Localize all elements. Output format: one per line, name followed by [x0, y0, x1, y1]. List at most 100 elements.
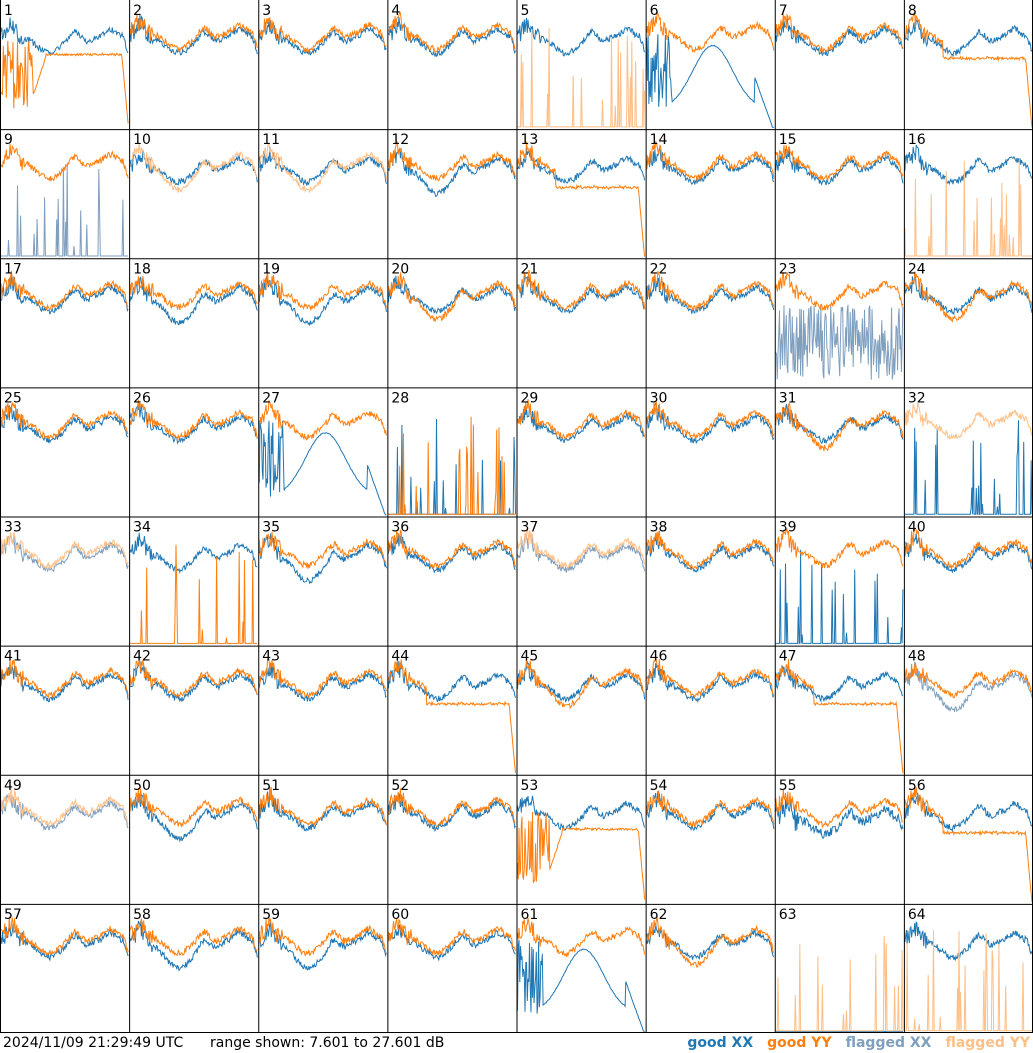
- panel-30-xx-series: [646, 402, 775, 444]
- panel-57-label: 57: [4, 907, 22, 923]
- panel-49-yy-series: [0, 788, 129, 827]
- panel-31-label: 31: [779, 390, 797, 406]
- panel-60-label: 60: [391, 907, 409, 923]
- panel-63: 63: [775, 907, 904, 1032]
- panel-60: 60: [387, 907, 516, 962]
- panel-24-xx-series: [904, 274, 1033, 316]
- panel-40-label: 40: [908, 520, 926, 536]
- panel-62-xx-series: [646, 922, 775, 960]
- panel-27-xx-series: [258, 420, 387, 516]
- panel-4-label: 4: [391, 3, 400, 19]
- panel-52-yy-series: [387, 788, 516, 828]
- panel-49-label: 49: [4, 778, 22, 794]
- panel-59-label: 59: [262, 907, 280, 923]
- panel-11: 11: [258, 132, 387, 194]
- panel-47-xx-series: [775, 665, 904, 703]
- panel-15-label: 15: [779, 132, 797, 148]
- panel-60-xx-series: [387, 923, 516, 962]
- legend-flagged-xx: flagged XX: [845, 1035, 932, 1051]
- legend-good-xx: good XX: [687, 1035, 754, 1051]
- panel-19: 19: [258, 261, 387, 326]
- panel-64-label: 64: [908, 907, 926, 923]
- panel-57-xx-series: [0, 923, 129, 962]
- panel-30: 30: [646, 390, 775, 444]
- footer-bar: 2024/11/09 21:29:49 UTC range shown: 7.6…: [0, 1033, 1033, 1053]
- panel-25-label: 25: [4, 390, 22, 406]
- panel-12-label: 12: [391, 132, 409, 148]
- panel-1-yy-series: [0, 40, 129, 124]
- panel-35-yy-series: [258, 531, 387, 569]
- panel-26-label: 26: [133, 390, 151, 406]
- panel-40-xx-series: [904, 533, 1033, 574]
- panel-54-yy-series: [646, 790, 775, 828]
- panel-28-yy-series: [388, 416, 516, 515]
- panel-33-xx-series: [0, 533, 129, 573]
- panel-59-yy-series: [258, 917, 387, 957]
- panel-53: 53: [517, 778, 646, 900]
- panel-20-yy-series: [387, 272, 516, 322]
- panel-38-yy-series: [646, 530, 774, 570]
- panel-41-yy-series: [0, 659, 129, 699]
- panel-24: 24: [904, 261, 1033, 323]
- panel-22-yy-series: [646, 270, 775, 313]
- panel-10-label: 10: [133, 132, 151, 148]
- panel-7: 7: [775, 3, 904, 57]
- panel-14-label: 14: [650, 132, 668, 148]
- legend: good XX good YY flagged XX flagged YY: [687, 1035, 1030, 1051]
- panel-9-xx-series: [1, 163, 129, 257]
- panel-57: 57: [0, 907, 129, 962]
- panel-3: 3: [258, 3, 387, 56]
- panel-51: 51: [258, 778, 387, 832]
- panel-8: 8: [904, 3, 1033, 128]
- panel-51-xx-series: [258, 790, 387, 832]
- panel-33: 33: [0, 520, 129, 573]
- panel-13-label: 13: [521, 132, 539, 148]
- panel-20-label: 20: [391, 261, 409, 277]
- panel-22: 22: [646, 261, 775, 314]
- panel-29-label: 29: [521, 390, 539, 406]
- panel-30-yy-series: [646, 402, 775, 441]
- panel-15: 15: [775, 132, 904, 186]
- panel-58-xx-series: [129, 920, 258, 972]
- panel-25-yy-series: [0, 401, 129, 440]
- panel-54: 54: [646, 778, 775, 832]
- panel-8-xx-series: [904, 19, 1033, 58]
- panel-59-xx-series: [258, 922, 387, 971]
- panel-56-xx-series: [904, 792, 1033, 833]
- timestamp: 2024/11/09 21:29:49 UTC: [3, 1035, 184, 1051]
- panel-63-yy-series: [775, 935, 904, 1032]
- panel-56-label: 56: [908, 778, 926, 794]
- panel-46: 46: [646, 649, 775, 704]
- panel-46-label: 46: [650, 649, 668, 665]
- panel-51-yy-series: [258, 786, 387, 826]
- panel-36-yy-series: [387, 529, 516, 570]
- panel-11-label: 11: [262, 132, 280, 148]
- panel-34-xx-series: [129, 532, 258, 574]
- panel-39-yy-series: [775, 528, 904, 569]
- panel-10: 10: [129, 132, 258, 193]
- panel-40-yy-series: [904, 527, 1033, 570]
- panel-18-label: 18: [133, 261, 151, 277]
- panel-2-yy-series: [129, 14, 258, 53]
- panel-64-xx-series: [904, 920, 1033, 962]
- panel-35-label: 35: [262, 520, 280, 536]
- panel-58-yy-series: [129, 918, 258, 956]
- panel-56-yy-series: [904, 787, 1033, 903]
- panel-7-yy-series: [775, 13, 903, 55]
- panel-8-label: 8: [908, 3, 917, 19]
- panel-9-yy-series: [0, 143, 129, 182]
- panel-1: 1: [0, 3, 129, 124]
- panel-35: 35: [258, 520, 387, 585]
- panel-14-xx-series: [646, 146, 775, 186]
- panel-15-yy-series: [775, 144, 904, 182]
- panel-43: 43: [258, 649, 387, 702]
- panel-45-label: 45: [521, 649, 539, 665]
- panel-61-xx-series: [517, 939, 645, 1032]
- panel-16-yy-series: [904, 159, 1032, 257]
- panel-37: 37: [517, 520, 646, 573]
- panel-48: 48: [904, 649, 1033, 713]
- panel-58: 58: [129, 907, 258, 972]
- panel-54-label: 54: [650, 778, 668, 794]
- panel-39-xx-series: [775, 549, 904, 644]
